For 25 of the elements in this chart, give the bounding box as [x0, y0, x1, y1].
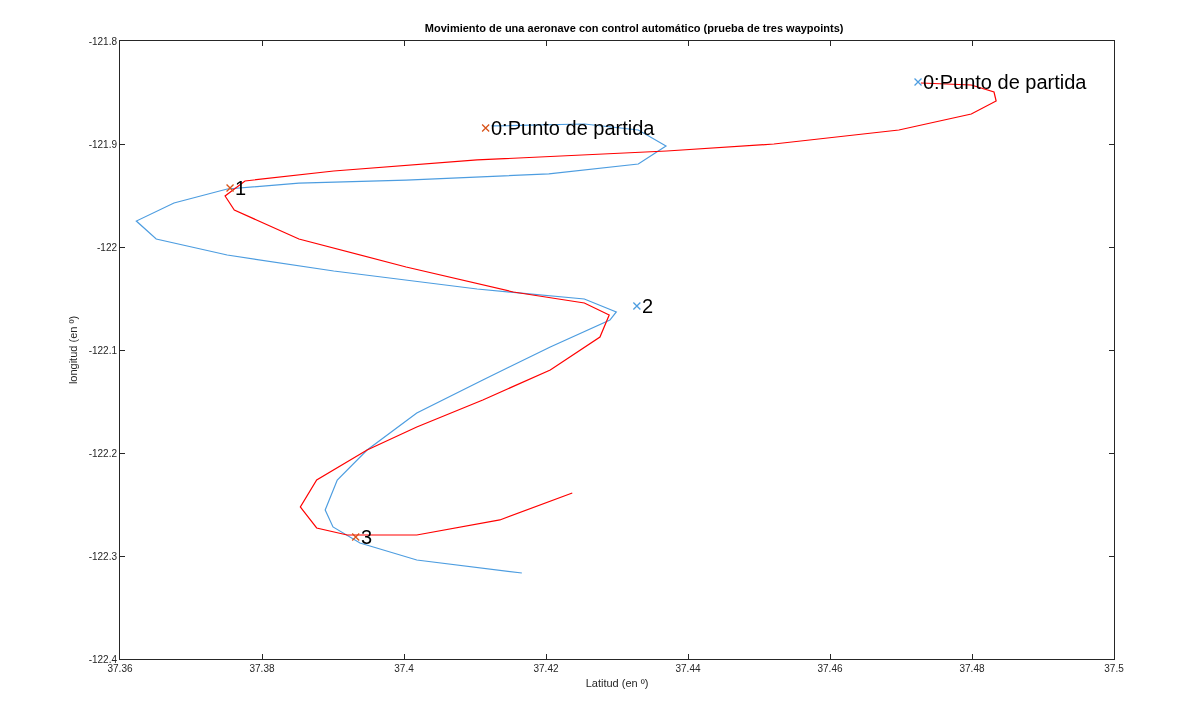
x-tick-label: 37.46	[817, 663, 843, 674]
x-tick-label: 37.38	[249, 663, 275, 674]
y-tick-label: -122.1	[88, 344, 118, 356]
y-tick-label: -122.3	[88, 550, 118, 562]
x-tick-label: 37.4	[394, 663, 415, 674]
x-tick-label: 37.48	[959, 663, 985, 674]
y-tick-label: -121.9	[88, 138, 118, 150]
y-tick-label: -122	[96, 241, 118, 253]
y-tick-label: -122.2	[88, 447, 118, 459]
x-tick-label: 37.36	[107, 663, 133, 674]
annotation: 2	[642, 295, 654, 317]
point	[913, 77, 923, 87]
x-tick-label: 37.44	[675, 663, 701, 674]
chart-title: Movimiento de una aeronave con control automático (prueba de tres waypoints)	[424, 22, 844, 35]
point	[351, 532, 360, 542]
annotation: 3	[361, 526, 373, 548]
x-tick-label: 37.5	[1104, 663, 1125, 674]
point	[225, 183, 235, 193]
y-axis-title: longitud (en º)	[67, 315, 80, 385]
point	[632, 301, 642, 311]
x-tick-label: 37.42	[533, 663, 559, 674]
y-tick-label: -122.4	[88, 653, 118, 665]
y-tick-label: -121.8	[88, 35, 118, 47]
x-axis-title: Latitud (en º)	[585, 677, 649, 690]
point	[481, 123, 490, 133]
